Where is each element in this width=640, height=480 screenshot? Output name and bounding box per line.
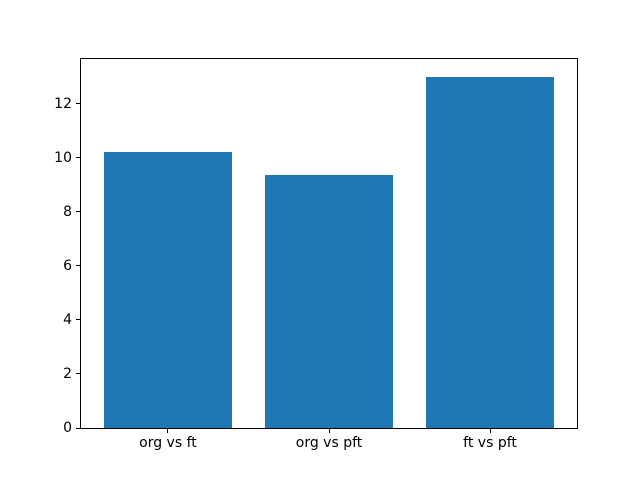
y-tick-mark xyxy=(76,265,80,267)
x-tick-label: org vs pft xyxy=(295,435,363,451)
y-tick-label: 8 xyxy=(63,203,72,220)
plot-area: 0 2 4 6 8 10 12 org vs ft org vs pft ft vs pft xyxy=(54,58,578,451)
bar-0 xyxy=(103,152,233,428)
x-axis: org vs ft org vs pft ft vs pft xyxy=(81,59,577,451)
y-tick-mark xyxy=(76,319,80,321)
y-tick-mark xyxy=(76,103,80,105)
y-tick-label: 6 xyxy=(63,257,72,274)
y-tick-label: 10 xyxy=(54,149,72,166)
x-tick-mark xyxy=(489,429,491,433)
y-tick-label: 0 xyxy=(63,420,72,436)
y-tick-label: 4 xyxy=(63,311,72,328)
y-axis: 0 2 4 6 8 10 12 xyxy=(54,59,577,435)
x-tick-label: org vs ft xyxy=(139,435,197,451)
x-tick-mark xyxy=(167,429,169,433)
x-tick-label: ft vs pft xyxy=(463,435,517,451)
x-tick-mark xyxy=(328,429,330,433)
y-tick-mark xyxy=(76,211,80,213)
y-tick-mark xyxy=(76,157,80,159)
y-tick-label: 2 xyxy=(63,365,72,382)
y-tick-mark xyxy=(76,373,80,375)
y-tick-mark xyxy=(76,427,80,429)
bar-2 xyxy=(425,76,555,428)
bar-1 xyxy=(264,175,394,428)
y-tick-label: 12 xyxy=(54,95,72,112)
bars-layer xyxy=(81,59,577,428)
